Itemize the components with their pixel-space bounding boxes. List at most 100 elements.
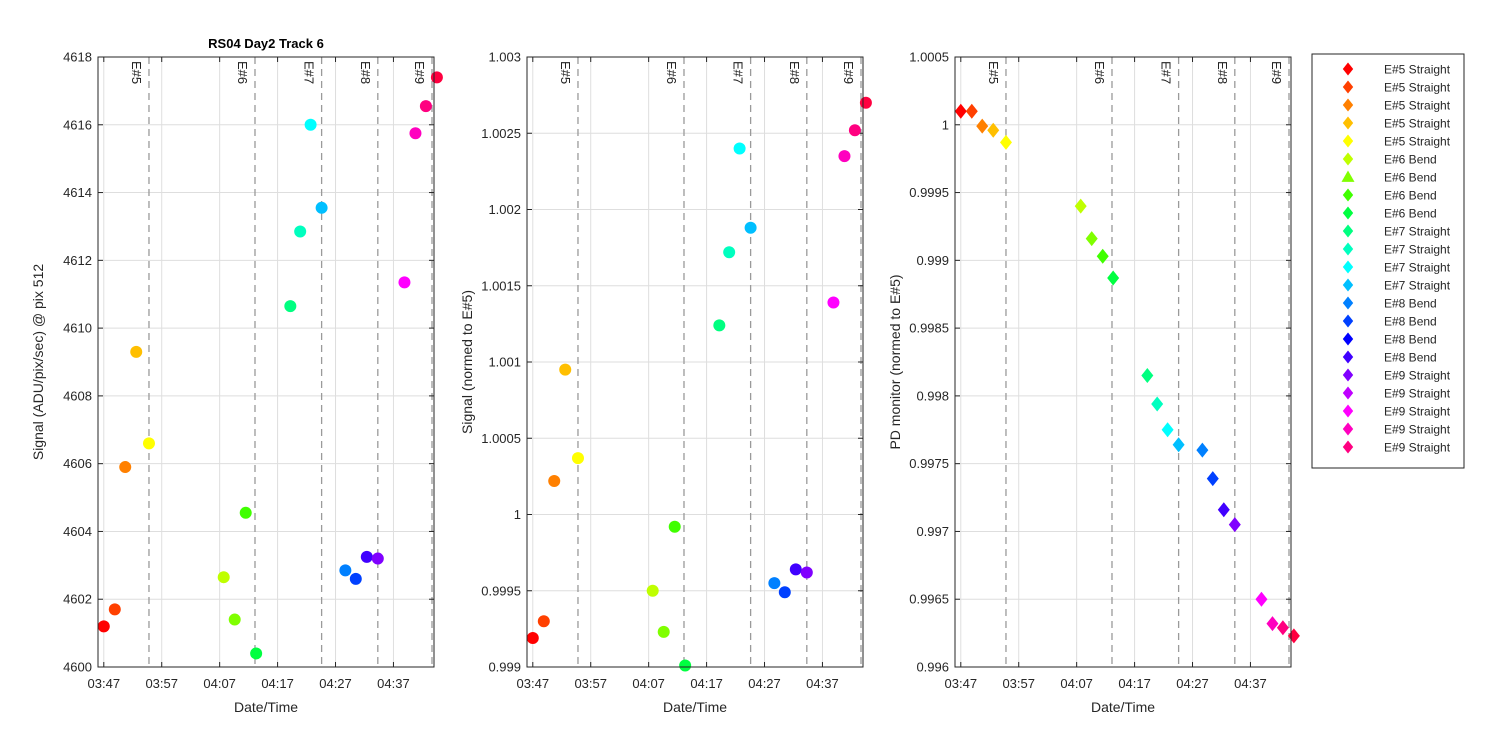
y-tick-label: 0.9985 [909, 321, 949, 336]
y-axis-label: Signal (normed to E#5) [459, 290, 475, 434]
legend-label: E#7 Straight [1384, 279, 1451, 293]
x-tick-label: 03:57 [574, 676, 607, 691]
data-point [723, 246, 736, 259]
data-point [713, 319, 726, 332]
data-point [419, 100, 432, 113]
data-point [848, 124, 861, 137]
data-point [217, 571, 230, 584]
y-tick-label: 1.001 [488, 355, 521, 370]
y-tick-label: 1.003 [488, 50, 521, 65]
data-point [537, 615, 550, 628]
legend-label: E#5 Straight [1384, 135, 1451, 149]
data-point [239, 506, 252, 519]
y-tick-label: 0.997 [916, 524, 949, 539]
y-tick-label: 1.0025 [481, 126, 521, 141]
data-point [768, 577, 781, 590]
data-point [571, 452, 584, 465]
legend-marker [1342, 224, 1354, 238]
event-label: E#8 [1215, 61, 1230, 84]
axes-box [526, 56, 864, 668]
x-tick-label: 03:47 [88, 676, 121, 691]
data-point [97, 620, 110, 633]
data-point [1266, 616, 1279, 632]
x-tick-label: 03:47 [945, 676, 978, 691]
x-tick-label: 04:17 [261, 676, 294, 691]
y-tick-label: 0.9995 [909, 185, 949, 200]
y-tick-label: 4608 [63, 388, 92, 403]
data-point [1217, 502, 1230, 518]
legend-label: E#5 Straight [1384, 81, 1451, 95]
x-axis-label: Date/Time [234, 699, 298, 715]
event-label: E#5 [558, 61, 573, 84]
axes-box [954, 56, 1292, 668]
data-point [859, 96, 872, 109]
y-tick-label: 0.9995 [481, 583, 521, 598]
y-tick-label: 4600 [63, 660, 92, 675]
legend-label: E#5 Straight [1384, 99, 1451, 113]
data-point [142, 437, 155, 450]
legend-marker [1342, 134, 1354, 148]
x-tick-label: 04:07 [1060, 676, 1093, 691]
y-tick-label: 1.0005 [481, 431, 521, 446]
legend-label: E#8 Bend [1384, 351, 1437, 365]
data-point [1161, 422, 1174, 438]
event-label: E#9 [1269, 61, 1284, 84]
data-point [284, 300, 297, 313]
legend-marker [1342, 260, 1354, 274]
x-tick-label: 04:37 [806, 676, 839, 691]
x-tick-label: 04:37 [377, 676, 410, 691]
legend-label: E#7 Straight [1384, 261, 1451, 275]
data-point [1276, 620, 1289, 636]
data-point [430, 71, 443, 84]
event-label: E#9 [841, 61, 856, 84]
y-tick-label: 1.002 [488, 202, 521, 217]
event-label: E#8 [787, 61, 802, 84]
y-tick-label: 4618 [63, 50, 92, 65]
data-point [1085, 231, 1098, 247]
data-point [800, 566, 813, 579]
legend-label: E#8 Bend [1384, 297, 1437, 311]
data-point [349, 572, 362, 585]
x-tick-label: 04:27 [748, 676, 781, 691]
data-point [228, 613, 241, 626]
y-tick-label: 4616 [63, 117, 92, 132]
data-point [733, 142, 746, 155]
x-tick-label: 03:57 [1002, 676, 1035, 691]
data-point [999, 134, 1012, 150]
data-point [119, 461, 132, 474]
x-tick-label: 04:07 [203, 676, 236, 691]
y-axis-label: PD monitor (normed to E#5) [887, 274, 903, 449]
event-label: E#7 [731, 61, 746, 84]
data-point [1172, 437, 1185, 453]
x-tick-label: 04:07 [632, 676, 665, 691]
y-tick-label: 4612 [63, 253, 92, 268]
data-point [559, 363, 572, 376]
data-point [548, 474, 561, 487]
legend-marker [1342, 206, 1354, 220]
data-point [1255, 591, 1268, 607]
legend-marker [1342, 62, 1354, 76]
x-tick-label: 03:47 [517, 676, 550, 691]
legend-label: E#9 Straight [1384, 405, 1451, 419]
x-tick-label: 04:37 [1234, 676, 1267, 691]
data-point [294, 225, 307, 238]
data-point [778, 586, 791, 599]
legend-marker [1342, 350, 1354, 364]
data-point [371, 552, 384, 565]
legend-label: E#5 Straight [1384, 63, 1451, 77]
event-label: E#9 [412, 61, 427, 84]
legend-marker [1342, 404, 1354, 418]
data-point [526, 632, 539, 645]
event-label: E#7 [302, 61, 317, 84]
chart-title: RS04 Day2 Track 6 [208, 36, 324, 51]
legend-marker [1341, 170, 1355, 182]
legend-label: E#6 Bend [1384, 153, 1437, 167]
legend-label: E#7 Straight [1384, 225, 1451, 239]
legend-marker [1342, 242, 1354, 256]
x-tick-label: 03:57 [145, 676, 178, 691]
legend-label: E#9 Straight [1384, 369, 1451, 383]
y-tick-label: 0.999 [916, 253, 949, 268]
data-point [1141, 368, 1154, 384]
y-tick-label: 1.0005 [909, 50, 949, 65]
legend-marker [1342, 386, 1354, 400]
